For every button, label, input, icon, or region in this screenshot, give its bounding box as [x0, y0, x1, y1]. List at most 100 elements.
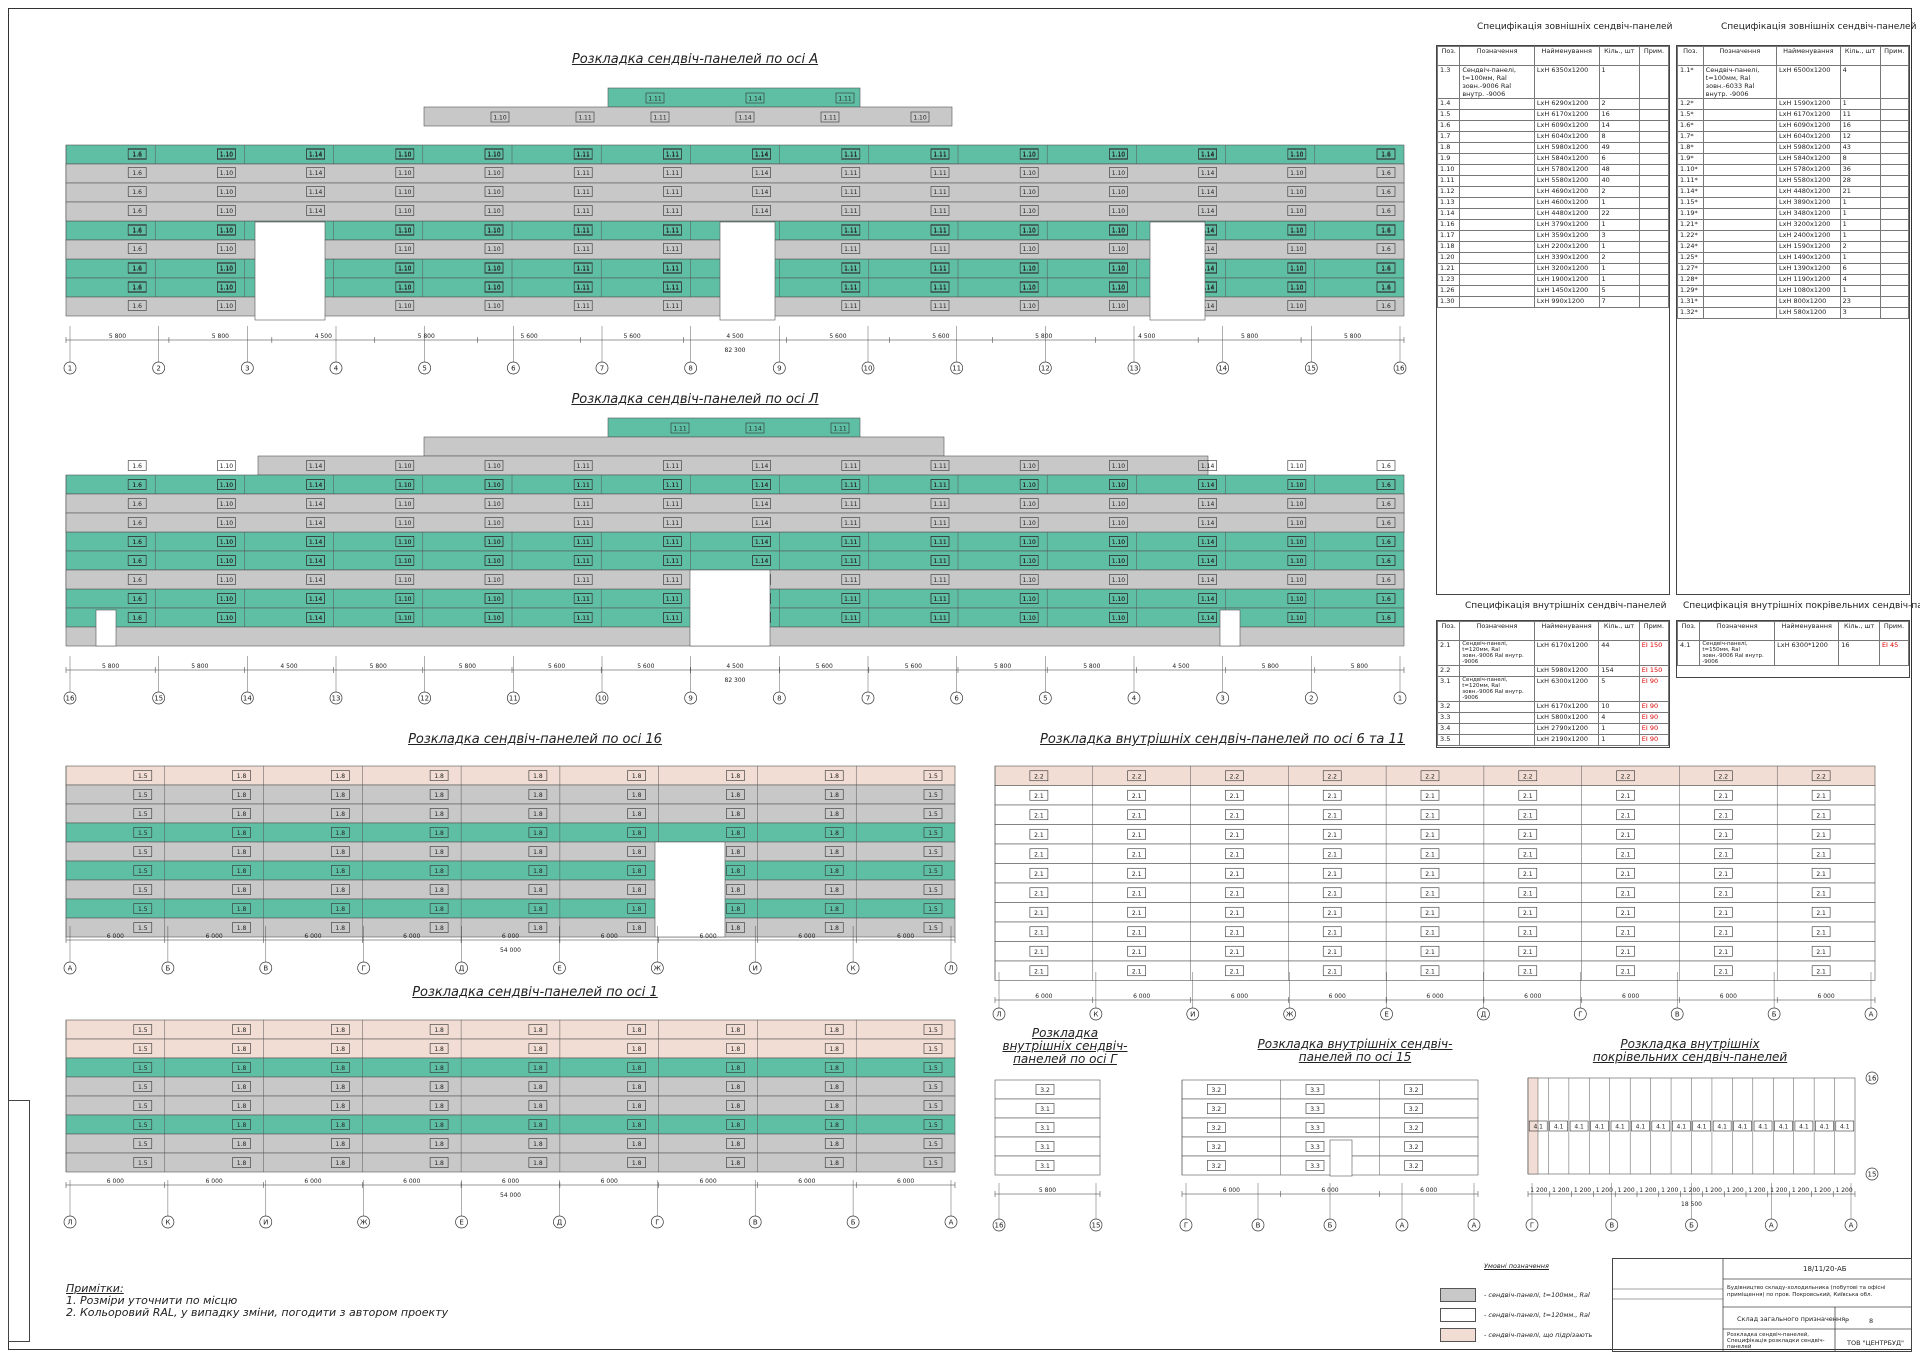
panel-tag — [735, 111, 755, 123]
panel-mark: 1.10 — [398, 501, 412, 508]
panel-mark: 1.8 — [533, 1141, 543, 1148]
dim-value: 1 200 — [1552, 1187, 1569, 1194]
panel-tag — [1616, 809, 1635, 821]
panel-mark: 2.1 — [1034, 968, 1044, 975]
panel-mark: 1.8 — [632, 792, 642, 799]
panel-mark: 1.8 — [434, 830, 444, 837]
panel-tag — [930, 593, 950, 604]
panel-mark: 2.1 — [1327, 949, 1337, 956]
panel-mark: 1.10 — [220, 520, 234, 527]
panel-mark: 1.10 — [220, 615, 234, 622]
panel-tag — [232, 1119, 251, 1130]
panel-mark: 1.10 — [1112, 463, 1126, 470]
dim-value: 6 000 — [1420, 1187, 1437, 1194]
panel-tag — [429, 903, 449, 914]
panel-mark: 1.10 — [398, 615, 412, 622]
panel-mark: 1.10 — [398, 615, 412, 622]
panel-tag — [127, 479, 147, 490]
panel-mark: 1.10 — [220, 596, 234, 603]
panel-mark: 1.11 — [577, 463, 591, 470]
panel-mark: 1.10 — [1023, 615, 1037, 622]
panel-mark: 1.8 — [533, 1065, 543, 1072]
panel-mark: 1.11 — [666, 520, 680, 527]
panel-mark: 2.1 — [1523, 929, 1533, 936]
panel-mark: 1.6 — [132, 482, 142, 489]
panel-tag — [841, 300, 861, 311]
panel-mark: 1.11 — [933, 558, 947, 565]
panel-mark: 1.10 — [220, 170, 234, 177]
stamp-project: Будівництво складу-холодильника (побутов… — [1727, 1285, 1886, 1298]
spec-row: 3.2 LxH 6170x1200 10 EI 90 — [1436, 701, 1670, 713]
dim-value: 6 000 — [601, 1178, 618, 1185]
panel-mark: 1.10 — [220, 228, 234, 235]
panel-tag — [573, 300, 593, 311]
panel-mark: 3.3 — [1310, 1144, 1320, 1151]
panel-mark: 1.10 — [398, 539, 412, 546]
panel-mark: 1.6 — [132, 539, 142, 546]
panel-row — [994, 960, 1876, 981]
panel-tag — [232, 865, 251, 876]
panel-tag — [573, 517, 593, 528]
spec-row: 1.11 LxH 5580x1200 40 — [1436, 175, 1669, 187]
panel-mark: 1.11 — [844, 151, 858, 158]
panel-tag — [663, 555, 682, 566]
panel-tag — [1287, 300, 1307, 311]
notes: Примітки: 1. Розміри уточнити по місцю 2… — [66, 1283, 448, 1319]
panel-mark: 1.8 — [829, 1160, 839, 1167]
panel-tag — [133, 1062, 153, 1073]
panel-tag — [1019, 148, 1039, 159]
panel-mark: 1.6 — [132, 227, 142, 234]
panel-tag — [528, 827, 548, 838]
panel-tag — [1127, 789, 1146, 801]
panel-mark: 1.14 — [1201, 227, 1215, 234]
panel-tag — [1035, 1084, 1055, 1095]
panel-mark: 1.10 — [1290, 539, 1304, 546]
panel-mark: 1.10 — [1290, 266, 1304, 273]
panel-tag — [1019, 517, 1039, 528]
panel-tag — [573, 574, 593, 585]
spec-row: 1.10 LxH 5780x1200 48 — [1436, 164, 1669, 176]
dim-value: 1 200 — [1661, 1187, 1678, 1194]
axis-label: 10 — [864, 365, 873, 373]
panel-tag — [1420, 926, 1440, 938]
panel-tag — [627, 770, 646, 781]
panel-tag — [1835, 1120, 1855, 1132]
panel-tag — [1198, 593, 1217, 604]
panel-tag — [841, 574, 861, 585]
spec-row: 1.14 LxH 4480x1200 22 — [1436, 208, 1669, 220]
panel-mark: 3.3 — [1310, 1125, 1320, 1132]
panel-mark: 1.6 — [132, 615, 142, 622]
spec-row: 1.15* LxH 3890x1200 1 — [1677, 197, 1910, 209]
dim-value: 6 000 — [304, 933, 321, 940]
panel-mark: 2.2 — [1719, 773, 1729, 780]
panel-mark: 1.8 — [632, 1046, 642, 1053]
panel-tag — [1714, 770, 1733, 782]
axis-label: Г — [1530, 1222, 1534, 1230]
panel-mark: 1.11 — [666, 151, 680, 158]
panel-tag — [1225, 965, 1244, 977]
dim-value: 4 500 — [280, 663, 297, 670]
spec-row: 1.8* LxH 5980x1200 43 — [1677, 142, 1910, 154]
panel-mark: 2.1 — [1327, 910, 1337, 917]
panel-mark: 1.11 — [666, 558, 680, 565]
panel-tag — [1127, 926, 1146, 938]
panel-tag — [923, 1119, 943, 1130]
panel-tag — [1811, 926, 1831, 938]
panel-mark: 1.5 — [928, 1141, 938, 1148]
dim-value: 1 200 — [1574, 1187, 1591, 1194]
panel-mark: 1.8 — [434, 1141, 444, 1148]
panel-mark: 2.1 — [1132, 910, 1142, 917]
panel-mark: 2.1 — [1132, 812, 1142, 819]
panel-mark: 1.8 — [829, 811, 839, 818]
panel-mark: 1.11 — [844, 482, 858, 489]
panel-tag — [232, 789, 251, 800]
panel-tag — [1616, 848, 1635, 860]
panel-tag — [1753, 1120, 1773, 1132]
panel-tag — [528, 1100, 548, 1111]
panel-mark: 2.1 — [1523, 812, 1533, 819]
dim-value: 5 600 — [637, 663, 654, 670]
panel-tag — [1019, 479, 1039, 490]
panel-tag — [841, 281, 861, 292]
panel-tag — [1774, 1120, 1793, 1132]
panel-mark: 1.14 — [755, 208, 769, 215]
